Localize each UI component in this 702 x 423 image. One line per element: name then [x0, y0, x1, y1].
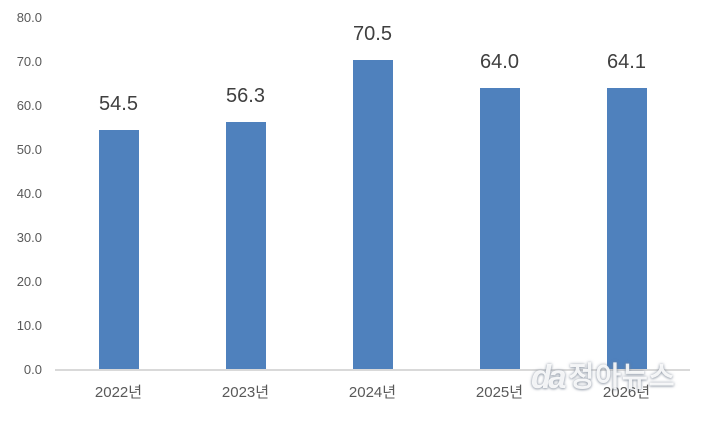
x-tick-label: 2025년: [475, 384, 524, 401]
x-axis-line: [55, 369, 690, 371]
y-tick-label: 40.0: [16, 186, 42, 201]
x-tick-label: 2023년: [221, 384, 270, 401]
y-tick-label: 80.0: [16, 10, 42, 25]
y-tick-label: 0.0: [23, 362, 42, 377]
data-label: 64.0: [480, 51, 519, 73]
x-tick-label: 2022년: [94, 384, 143, 401]
y-tick-label: 20.0: [16, 274, 42, 289]
y-tick-label: 10.0: [16, 318, 42, 333]
y-tick-label: 30.0: [16, 230, 42, 245]
y-tick-label: 60.0: [16, 98, 42, 113]
y-tick-label: 70.0: [16, 54, 42, 69]
bar-2022년: [98, 130, 139, 370]
data-label: 56.3: [226, 85, 265, 107]
x-tick-label: 2024년: [348, 384, 397, 401]
x-tick-label: 2026년: [602, 384, 651, 401]
bar-2026년: [606, 88, 647, 370]
data-label: 54.5: [99, 93, 138, 115]
data-label: 64.1: [607, 51, 646, 73]
bar-2024년: [352, 60, 393, 370]
bar-2025년: [479, 88, 520, 370]
data-label: 70.5: [353, 23, 392, 45]
bar-2023년: [225, 122, 266, 370]
y-tick-label: 50.0: [16, 142, 42, 157]
